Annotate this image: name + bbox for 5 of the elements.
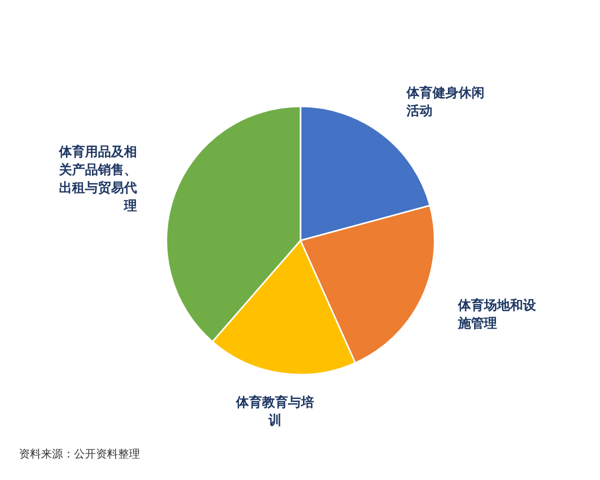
slice-label: 体育场地和设施管理 — [456, 297, 537, 332]
slice-label: 体育用品及相关产品销售、出租与贸易代理 — [58, 144, 138, 214]
slice-label: 体育健身休闲活动 — [405, 85, 484, 120]
text: 资料来源：公开资料整理 — [18, 448, 140, 461]
slice-label: 体育教育与培训 — [234, 394, 314, 429]
